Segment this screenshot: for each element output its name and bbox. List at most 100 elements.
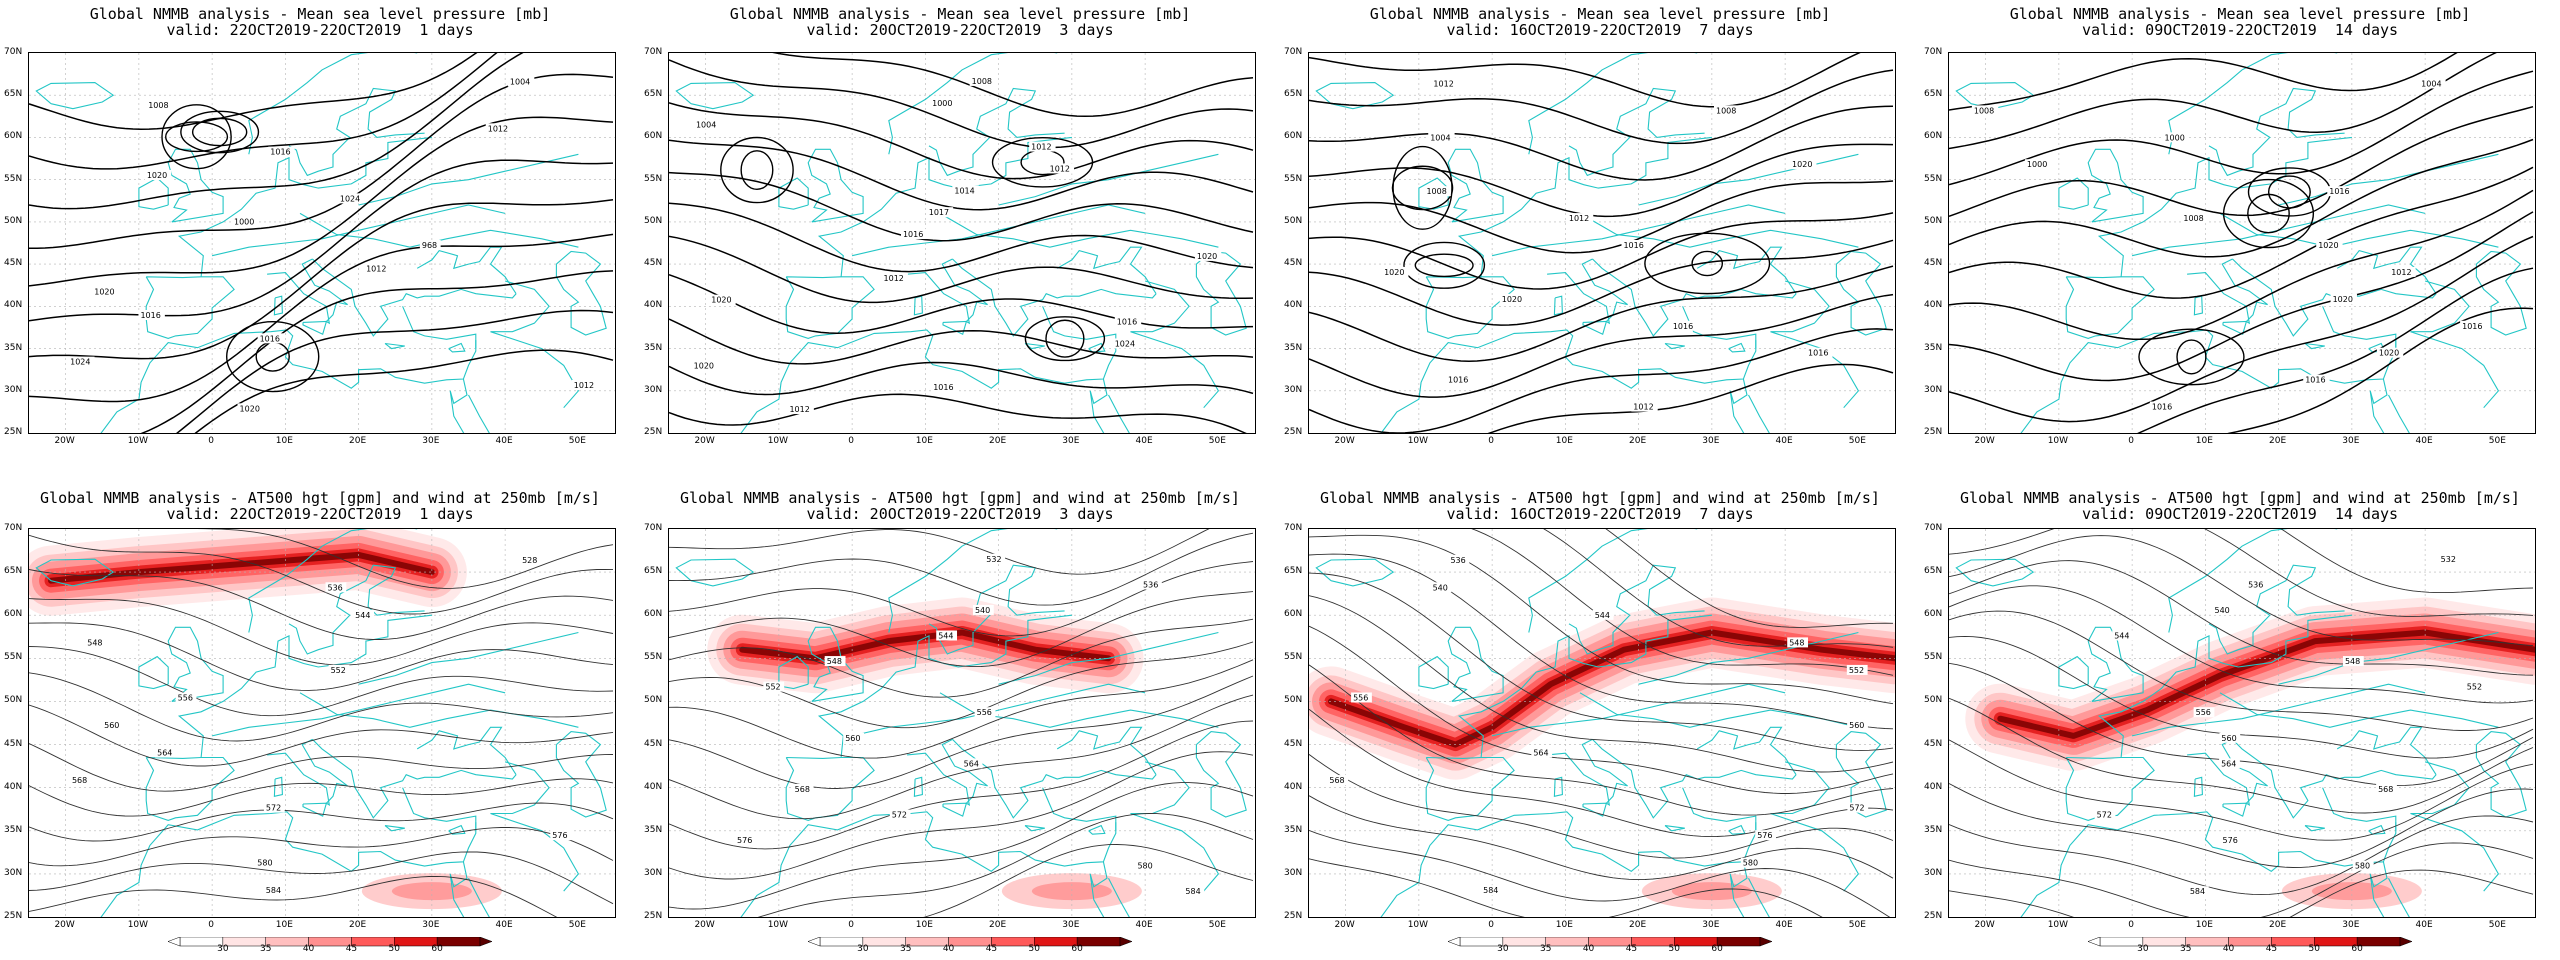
contour-label: 1012 (488, 124, 508, 133)
lat-tick-label: 40N (4, 781, 23, 792)
contour-label: 1014 (954, 186, 974, 195)
panel-valid-text: valid: 09OCT2019-22OCT2019 14 days (2081, 21, 2399, 39)
lat-tick-label: 55N (1924, 173, 1943, 184)
lon-tick-label: 20W (54, 436, 75, 446)
coastline-5 (2336, 726, 2437, 775)
contour-line (29, 802, 614, 842)
contour-label: 1020 (94, 288, 114, 297)
coastline-15 (2193, 295, 2203, 316)
coastline-8 (1447, 626, 1504, 702)
mslp-panel-2: Global NMMB analysis - Mean sea level pr… (640, 0, 1280, 480)
contour-label: 536 (2248, 580, 2263, 589)
coastline-3 (312, 258, 517, 337)
coastline-22 (490, 761, 580, 892)
coastline-21 (2219, 692, 2499, 728)
contour-line (29, 159, 614, 322)
coastline-8 (167, 148, 224, 223)
wind-shading (29, 529, 502, 910)
lon-tick-label: 20E (989, 920, 1007, 930)
panel-title-text: Global NMMB analysis - Mean sea level pr… (729, 5, 1191, 23)
coastline-12 (2369, 861, 2388, 917)
contour-line (669, 393, 1247, 433)
contour-line (29, 778, 614, 817)
lon-tick-label: 0 (2128, 436, 2134, 446)
contour-line (1949, 166, 2534, 299)
lat-tick-label: 65N (644, 566, 663, 577)
map-frame: 536 540 544 548 552 556 560 564 568 572 576 580 584 (1308, 528, 1896, 918)
contour-label: 568 (1329, 776, 1344, 785)
contour-label: 1016 (2152, 403, 2172, 412)
lat-tick-label: 30N (4, 384, 23, 395)
coastline-2 (267, 738, 348, 806)
lon-tick-label: 10W (1407, 920, 1429, 930)
contour-line (669, 591, 1254, 668)
lat-tick-label: 60N (644, 131, 663, 142)
contour-label: 1016 (2329, 187, 2349, 196)
coastline-21 (1579, 692, 1859, 728)
panel-title: Global NMMB analysis - Mean sea level pr… (1920, 6, 2560, 38)
coastline-9 (2058, 177, 2089, 210)
contour-label: 1012 (1031, 143, 1051, 152)
coastline-6 (248, 53, 418, 155)
coastline-1 (817, 614, 1072, 758)
contour-label: 540 (1433, 583, 1448, 592)
colorbar-label: 45 (1625, 944, 1638, 954)
lat-tick-label: 70N (4, 523, 23, 533)
coastline-4 (402, 306, 477, 349)
contour-line (29, 646, 614, 717)
coastline-9 (778, 177, 809, 210)
panel-title: Global NMMB analysis - Mean sea level pr… (640, 6, 1280, 38)
lat-tick-label: 30N (644, 384, 663, 395)
contour-line (1949, 815, 2534, 896)
contour-label: 572 (1849, 804, 1864, 813)
panel-valid-text: valid: 16OCT2019-22OCT2019 7 days (1446, 21, 1754, 39)
coastline-11 (740, 329, 1117, 433)
contour-label: 532 (986, 555, 1001, 564)
contour-labels: 1012 1008 1004 1020 1008 1012 1016 1020 1020 1016… (1382, 78, 1833, 412)
contour-line (1949, 53, 2497, 150)
lon-tick-label: 40E (2415, 436, 2433, 446)
lon-tick-label: 20E (1629, 436, 1647, 446)
coastline-21 (299, 212, 579, 248)
lon-tick-label: 40E (1135, 436, 1153, 446)
lon-tick-label: 50E (2488, 920, 2506, 930)
contour-label: 556 (2196, 708, 2211, 717)
lat-tick-label: 40N (1284, 300, 1303, 311)
coastline-12 (1089, 378, 1108, 433)
coastline-4 (2322, 306, 2397, 349)
lat-tick-label: 25N (4, 911, 23, 921)
coastline-7 (2208, 564, 2345, 655)
lat-tick-label: 60N (1284, 609, 1303, 620)
lat-tick-label: 30N (644, 867, 663, 878)
contour-line (2227, 307, 2534, 433)
lat-tick-label: 60N (644, 609, 663, 620)
contour-label: 1020 (2379, 349, 2399, 358)
contour-line (1949, 189, 2534, 341)
lat-tick-label: 70N (1924, 47, 1943, 57)
lat-tick-label: 30N (1924, 867, 1943, 878)
lon-tick-label: 30E (1062, 436, 1080, 446)
closed-isobar (1414, 253, 1474, 278)
contour-line (669, 318, 1254, 365)
lat-tick-label: 25N (1924, 911, 1943, 921)
contour-line (1309, 265, 1894, 362)
colorbar-label: 60 (1071, 944, 1083, 954)
coastline-3 (2232, 258, 2437, 337)
coastline-1 (177, 614, 432, 758)
contour-label: 532 (2441, 555, 2456, 564)
coastline-21 (939, 212, 1219, 248)
lat-tick-label: 25N (4, 427, 23, 437)
colorbar-label: 50 (2308, 944, 2321, 954)
lon-tick-label: 50E (2488, 436, 2506, 446)
coastline-8 (1447, 148, 1504, 223)
coastline-1 (1457, 614, 1712, 758)
contour-label: 1020 (1792, 160, 1812, 169)
lat-tick-label: 40N (644, 781, 663, 792)
contour-label: 1012 (1433, 79, 1453, 88)
coastline-12 (449, 861, 468, 917)
wind-colorbar: 30 35 40 45 50 60 (800, 934, 1140, 956)
contour-label: 564 (964, 759, 979, 768)
coastline-16 (302, 802, 328, 817)
coastline-10 (675, 558, 755, 587)
contour-label: 580 (1137, 862, 1152, 871)
